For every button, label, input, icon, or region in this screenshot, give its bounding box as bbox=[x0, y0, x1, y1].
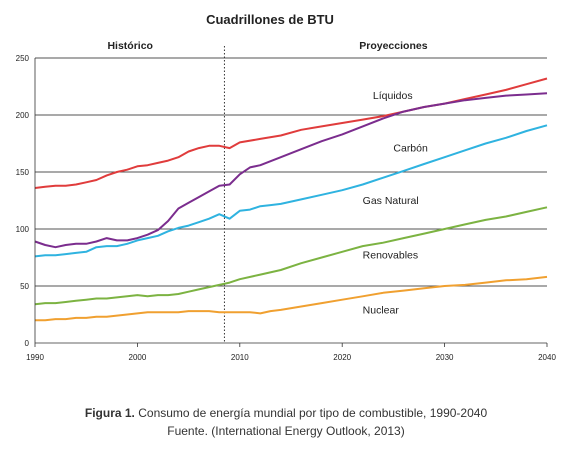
series-label: Gas Natural bbox=[363, 195, 419, 207]
series-label: Nuclear bbox=[363, 304, 400, 316]
chart-title: Cuadrillones de BTU bbox=[206, 12, 334, 27]
series-label: Carbón bbox=[393, 142, 428, 154]
section-label: Histórico bbox=[107, 40, 153, 52]
y-tick-label: 100 bbox=[16, 225, 30, 234]
series-label: Líquidos bbox=[373, 90, 413, 102]
x-tick-label: 2020 bbox=[333, 353, 351, 362]
series-labels: Líquidos Carbón Gas Natural Renovables Nucle… bbox=[363, 90, 428, 316]
series-line bbox=[35, 275, 548, 322]
y-tick-label: 250 bbox=[16, 54, 30, 63]
axes: 0 50 100 150 200 250 1990 2000 2010 2020 2030 2040 bbox=[16, 54, 557, 362]
caption-label: Figura 1. bbox=[84, 406, 135, 420]
series-line bbox=[34, 77, 548, 189]
series-line bbox=[34, 124, 548, 258]
caption-source: Fuente. (International Energy Outlook, 2… bbox=[167, 424, 405, 438]
x-tick-label: 1990 bbox=[26, 353, 44, 362]
x-tick-label: 2000 bbox=[129, 353, 147, 362]
y-tick-label: 0 bbox=[25, 339, 30, 348]
caption-text: Consumo de energía mundial por tipo de c… bbox=[134, 406, 488, 420]
line-chart: Cuadrillones de BTU Histórico Proyeccione… bbox=[16, 12, 557, 362]
series-lines bbox=[34, 77, 548, 322]
y-tick-label: 200 bbox=[16, 111, 30, 120]
y-tick-label: 150 bbox=[16, 168, 30, 177]
series-label: Renovables bbox=[363, 250, 418, 262]
series-line bbox=[34, 92, 548, 249]
y-tick-label: 50 bbox=[20, 282, 29, 291]
x-tick-label: 2040 bbox=[538, 353, 556, 362]
x-tick-label: 2030 bbox=[436, 353, 454, 362]
section-label: Proyecciones bbox=[359, 40, 427, 52]
x-tick-label: 2010 bbox=[231, 353, 249, 362]
series-line bbox=[34, 206, 548, 306]
figure-caption: Figura 1. Consumo de energía mundial por… bbox=[0, 406, 572, 420]
section-labels: Histórico Proyecciones bbox=[107, 40, 427, 52]
